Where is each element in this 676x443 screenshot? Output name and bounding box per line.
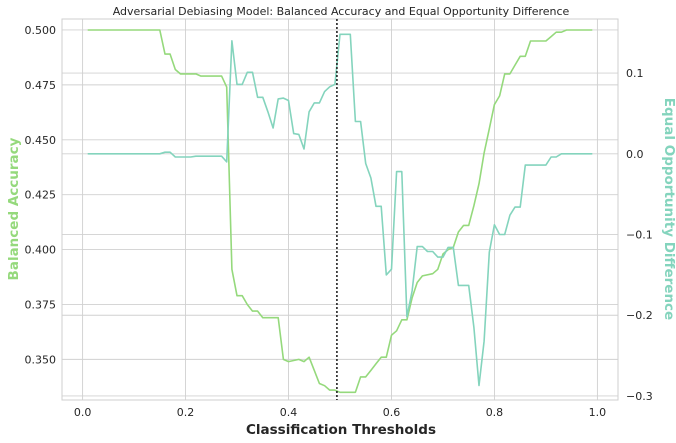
- y-left-tick-label: 0.450: [25, 134, 57, 147]
- y-left-tick-label: 0.500: [25, 24, 57, 37]
- x-tick-label: 0.2: [177, 406, 195, 419]
- x-tick-label: 1.0: [589, 406, 607, 419]
- y-left-tick-label: 0.425: [25, 189, 57, 202]
- balanced-accuracy-line: [87, 29, 593, 394]
- tick-labels: 0.0 0.2 0.4 0.6 0.8 1.0 0.350 0.375 0.400 0.425 0.…: [25, 24, 653, 419]
- x-tick-label: 0.4: [280, 406, 298, 419]
- y-right-tick-label: 0.1: [626, 67, 644, 80]
- y-left-tick-label: 0.475: [25, 79, 57, 92]
- x-tick-label: 0.0: [74, 406, 92, 419]
- series-lines: [87, 19, 593, 400]
- y-left-tick-label: 0.350: [25, 353, 57, 366]
- y-right-tick-label: −0.2: [626, 309, 653, 322]
- y-axis-label-right: Equal Opportunity Difference: [661, 98, 676, 320]
- grid: [62, 19, 618, 400]
- x-tick-label: 0.8: [486, 406, 504, 419]
- y-right-tick-label: −0.1: [626, 229, 653, 242]
- chart-title: Adversarial Debiasing Model: Balanced Ac…: [113, 5, 570, 18]
- y-left-tick-label: 0.375: [25, 298, 57, 311]
- x-tick-label: 0.6: [383, 406, 401, 419]
- x-axis-label: Classification Thresholds: [246, 422, 436, 438]
- plot-area: [61, 18, 619, 401]
- y-axis-label-left: Balanced Accuracy: [6, 137, 22, 280]
- equal-opportunity-line: [87, 33, 593, 387]
- y-left-tick-label: 0.400: [25, 244, 57, 257]
- y-right-tick-label: 0.0: [626, 148, 644, 161]
- y-right-tick-label: −0.3: [626, 390, 653, 403]
